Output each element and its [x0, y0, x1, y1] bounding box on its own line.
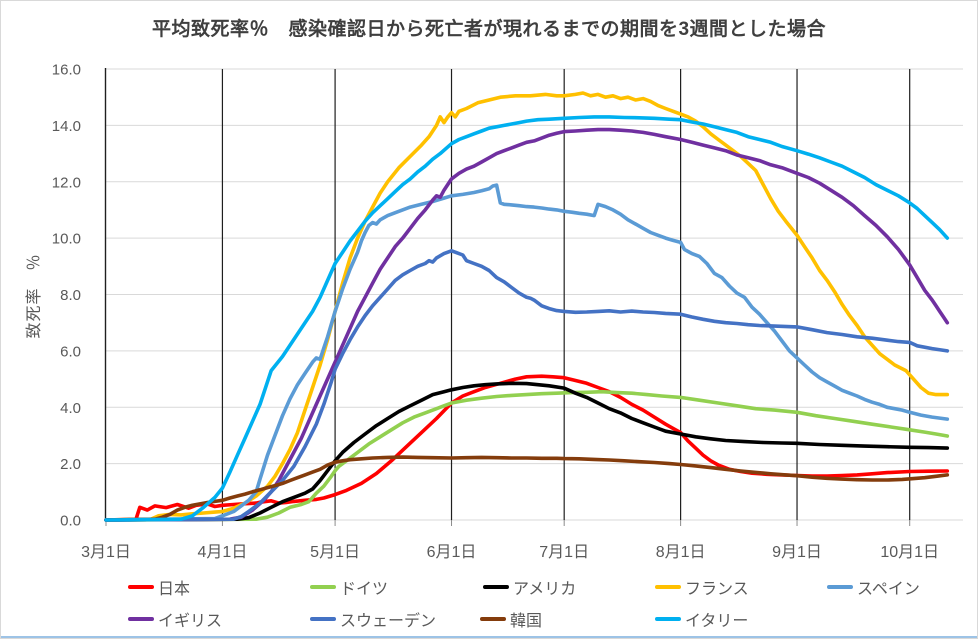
series-line-アメリカ	[104, 381, 950, 522]
legend-label: スペイン	[857, 581, 920, 598]
legend-label: フランス	[685, 581, 749, 598]
series-line-イタリー	[104, 115, 950, 522]
legend-label: ドイツ	[340, 581, 389, 598]
x-tick-label: 7月1日	[539, 544, 589, 561]
legend-swatch	[480, 617, 506, 621]
y-tick-label: 16.0	[52, 62, 81, 79]
y-tick-label: 6.0	[60, 343, 81, 360]
legend-swatch	[483, 585, 509, 589]
legend-label: イギリス	[158, 613, 223, 630]
x-tick-label: 6月1日	[427, 544, 477, 561]
legend-swatch	[310, 617, 336, 621]
legend-item-韓国: 韓国	[480, 610, 543, 630]
series-line-スペイン	[104, 183, 950, 522]
legend-swatch	[827, 585, 853, 589]
legend-label: アメリカ	[513, 581, 577, 598]
y-tick-label: 10.0	[52, 231, 81, 248]
bottom-divider	[1, 636, 977, 638]
legend-label: スウェーデン	[340, 613, 437, 630]
x-tick-label: 3月1日	[81, 544, 131, 561]
series-line-ドイツ	[104, 389, 950, 522]
y-tick-label: 8.0	[60, 287, 81, 304]
legend-item-ドイツ: ドイツ	[310, 578, 389, 598]
legend-item-日本: 日本	[128, 578, 191, 598]
x-tick-label: 9月1日	[772, 544, 822, 561]
legend-item-アメリカ: アメリカ	[483, 578, 577, 598]
x-tick-label: 8月1日	[656, 544, 706, 561]
x-tick-label: 10月1日	[880, 544, 939, 561]
legend-item-フランス: フランス	[655, 578, 749, 598]
legend-item-イギリス: イギリス	[128, 610, 223, 630]
series-line-スウェーデン	[104, 249, 950, 522]
legend-label: 韓国	[510, 613, 543, 630]
x-tick-label: 5月1日	[310, 544, 360, 561]
legend-swatch	[128, 617, 154, 621]
series-line-韓国	[104, 455, 950, 522]
legend-item-イタリー: イタリー	[655, 610, 749, 630]
legend-swatch	[655, 585, 681, 589]
y-tick-label: 0.0	[60, 513, 81, 530]
series-line-フランス	[104, 91, 950, 522]
legend-swatch	[128, 585, 154, 589]
x-tick-label: 4月1日	[198, 544, 248, 561]
y-tick-label: 4.0	[60, 400, 81, 417]
chart-title: 平均致死率％ 感染確認日から死亡者が現れるまでの期間を3週間とした場合	[151, 19, 827, 40]
y-tick-label: 14.0	[52, 118, 81, 135]
legend-item-スウェーデン: スウェーデン	[310, 610, 437, 630]
y-tick-label: 2.0	[60, 456, 81, 473]
y-tick-label: 12.0	[52, 174, 81, 191]
legend-item-スペイン: スペイン	[827, 578, 920, 598]
legend-swatch	[655, 617, 681, 621]
legend-label: イタリー	[685, 613, 749, 630]
legend-label: 日本	[158, 581, 191, 598]
legend-swatch	[310, 585, 336, 589]
series-line-イギリス	[104, 127, 950, 522]
